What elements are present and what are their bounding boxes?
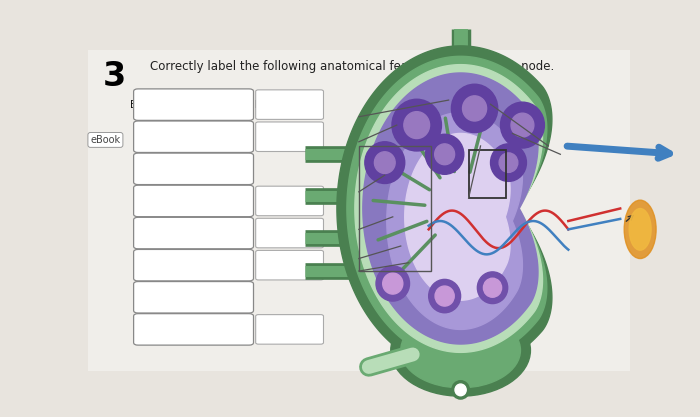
Text: Germinal center: Germinal center — [153, 132, 234, 142]
Text: Correctly label the following anatomical features of the lymph node.: Correctly label the following anatomical… — [150, 60, 554, 73]
FancyBboxPatch shape — [134, 281, 253, 313]
Circle shape — [499, 153, 518, 172]
FancyBboxPatch shape — [134, 185, 253, 217]
FancyBboxPatch shape — [134, 121, 253, 153]
FancyBboxPatch shape — [88, 50, 630, 371]
Polygon shape — [337, 46, 552, 371]
Circle shape — [500, 102, 545, 148]
Circle shape — [376, 266, 410, 301]
Circle shape — [435, 144, 454, 165]
Circle shape — [383, 273, 402, 294]
Circle shape — [428, 279, 461, 313]
Text: Medulla: Medulla — [174, 260, 214, 270]
FancyBboxPatch shape — [256, 218, 323, 248]
FancyBboxPatch shape — [134, 249, 253, 281]
Circle shape — [484, 278, 502, 297]
Bar — [359, 146, 430, 271]
Circle shape — [404, 112, 430, 138]
Text: Efferent lymphatic vessel: Efferent lymphatic vessel — [130, 100, 257, 110]
FancyBboxPatch shape — [134, 89, 253, 121]
Polygon shape — [405, 133, 510, 300]
Polygon shape — [347, 56, 547, 361]
Circle shape — [435, 286, 454, 306]
Text: Trabecula: Trabecula — [169, 324, 218, 334]
Circle shape — [463, 96, 486, 121]
Text: eBook: eBook — [90, 135, 120, 145]
Circle shape — [374, 152, 395, 173]
Text: Lymphatic nodule: Lymphatic nodule — [149, 196, 238, 206]
Polygon shape — [355, 65, 542, 352]
Ellipse shape — [629, 208, 651, 250]
FancyBboxPatch shape — [256, 250, 323, 280]
Circle shape — [392, 99, 442, 151]
Polygon shape — [363, 73, 538, 344]
Ellipse shape — [391, 304, 531, 396]
Circle shape — [365, 142, 405, 183]
Circle shape — [455, 384, 466, 396]
Text: 3: 3 — [103, 60, 126, 93]
FancyBboxPatch shape — [256, 186, 323, 216]
Ellipse shape — [400, 313, 521, 388]
Text: Subcapsular sinus: Subcapsular sinus — [148, 292, 239, 302]
FancyBboxPatch shape — [256, 314, 323, 344]
Circle shape — [491, 144, 526, 181]
FancyBboxPatch shape — [134, 314, 253, 345]
Text: Cortical sinus: Cortical sinus — [160, 164, 228, 174]
Polygon shape — [387, 113, 522, 329]
FancyBboxPatch shape — [256, 90, 323, 119]
FancyBboxPatch shape — [256, 122, 323, 151]
Circle shape — [477, 272, 508, 304]
Circle shape — [452, 381, 470, 399]
FancyBboxPatch shape — [134, 217, 253, 249]
Circle shape — [511, 113, 534, 137]
Circle shape — [452, 84, 498, 133]
Bar — [468, 150, 507, 198]
FancyBboxPatch shape — [134, 153, 253, 185]
Ellipse shape — [624, 200, 656, 259]
Text: Cortex: Cortex — [177, 228, 210, 238]
Circle shape — [426, 134, 464, 174]
